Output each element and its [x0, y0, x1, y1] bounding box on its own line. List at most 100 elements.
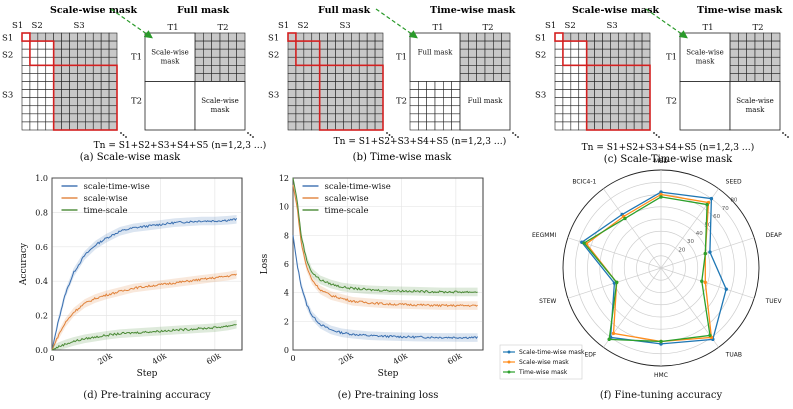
- mask-cell: [554, 105, 564, 115]
- label-s3-left: S3: [2, 91, 13, 101]
- mask-cell: [108, 105, 118, 115]
- past-cell: [443, 121, 452, 131]
- mask-cell: [554, 40, 564, 50]
- green-arrow: [645, 8, 688, 39]
- mask-cell: [45, 97, 54, 107]
- future-cell: [219, 40, 229, 50]
- future-cell: [236, 56, 246, 66]
- mask-cell: [570, 121, 580, 131]
- mask-cell: [37, 89, 47, 98]
- mask-cell: [618, 105, 627, 115]
- label-s1-left: S1: [268, 33, 279, 43]
- mask-cell: [562, 56, 572, 66]
- x-tick-label: 20k: [96, 351, 114, 366]
- mask-cell: [562, 73, 572, 82]
- ellipsis-dot: [391, 136, 393, 138]
- mask-cell: [633, 89, 643, 98]
- mask-cell: [641, 97, 651, 107]
- chart-caption: (f) Fine-tuning accuracy: [600, 390, 723, 401]
- mask-cell: [108, 121, 118, 131]
- chart-finetuning-radar: 20304050607080MBDSEEDDEAPTUEVTUABHMCEDFS…: [499, 158, 782, 401]
- mask-cell: [374, 105, 384, 115]
- past-cell: [418, 105, 427, 115]
- mask-cell: [366, 48, 376, 58]
- mask-cell: [374, 73, 384, 82]
- mask-cell: [625, 32, 635, 42]
- mask-cell: [374, 48, 384, 58]
- mask-cell: [92, 81, 102, 90]
- mask-cell: [295, 73, 305, 82]
- mask-cell: [327, 81, 336, 90]
- block-t2-t2: [729, 81, 781, 131]
- mask-cell: [618, 113, 627, 123]
- mask-cell: [366, 40, 376, 50]
- mask-cell: [53, 48, 62, 58]
- panel-c-formula: Tn = S1+S2+S3+S4+S5 (n=1,2,3 …): [582, 142, 755, 153]
- series-band-time-scale: [52, 319, 237, 350]
- inner-text-top: Scale-wise: [686, 48, 724, 56]
- chart-pretraining-loss: 0 2 4 6 8 10 12 0 20k 40k 60k scale-time-wise scale-…: [260, 174, 484, 401]
- ellipsis-dot: [517, 136, 519, 138]
- mask-cell: [295, 32, 305, 42]
- mask-cell: [618, 89, 627, 98]
- mask-cell: [366, 81, 376, 90]
- radar-axis-label: SEED: [726, 178, 742, 185]
- future-cell: [501, 32, 511, 42]
- past-cell: [409, 105, 419, 115]
- label-s1-left: S1: [535, 33, 546, 43]
- future-cell: [194, 32, 204, 42]
- red-box-s3: [52, 64, 118, 131]
- ellipsis-dot: [125, 136, 127, 138]
- mask-cell: [21, 40, 31, 50]
- mask-cell: [602, 97, 611, 107]
- ellipsis-dot: [514, 134, 517, 136]
- y-tick-label: 8: [284, 231, 289, 240]
- mask-cell: [366, 73, 376, 82]
- mask-cell: [37, 105, 47, 115]
- mask-cell: [366, 97, 376, 107]
- mask-cell: [287, 81, 297, 90]
- radar-legend-marker: [507, 350, 511, 354]
- mask-cell: [594, 32, 603, 42]
- y-tick-label: 12: [279, 174, 289, 183]
- future-cell: [754, 48, 764, 58]
- mask-cell: [625, 48, 635, 58]
- mask-cell: [327, 105, 336, 115]
- mask-cell: [295, 121, 305, 131]
- panel-b-time-wise-mask: Full mask Time-wise mask S1 S2 S3 S1 S2 S3 T1…: [268, 5, 519, 163]
- ellipsis-dot: [247, 132, 249, 134]
- future-cell: [746, 32, 756, 42]
- mask-cell: [578, 65, 587, 74]
- mask-cell: [343, 32, 352, 42]
- radar-axis-label: TUAB: [725, 352, 742, 359]
- mask-cell: [641, 113, 651, 123]
- mask-cell: [29, 89, 39, 98]
- mask-cell: [578, 32, 587, 42]
- future-cell: [746, 40, 756, 50]
- mask-cell: [85, 113, 94, 123]
- future-cell: [194, 40, 204, 50]
- mask-cell: [29, 97, 39, 107]
- mask-cell: [311, 48, 320, 58]
- radar-point: [709, 196, 714, 201]
- future-cell: [476, 40, 486, 50]
- mask-cell: [303, 121, 313, 131]
- mask-cell: [69, 105, 78, 115]
- series-line-time-scale: [292, 177, 478, 294]
- mask-cell: [602, 40, 611, 50]
- mask-cell: [69, 48, 78, 58]
- mask-cell: [45, 121, 54, 131]
- series-line-scale-wise: [292, 185, 478, 308]
- mask-cell: [578, 40, 587, 50]
- label-s3-left: S3: [535, 91, 546, 101]
- mask-cell: [100, 40, 110, 50]
- past-cell: [443, 113, 452, 123]
- mask-cell: [61, 113, 70, 123]
- mask-cell: [69, 65, 78, 74]
- mask-cell: [69, 97, 78, 107]
- mask-cell: [554, 73, 564, 82]
- mask-cell: [351, 65, 360, 74]
- future-cell: [219, 65, 229, 74]
- mask-cell: [570, 81, 580, 90]
- radar-ring-label: 80: [730, 198, 737, 204]
